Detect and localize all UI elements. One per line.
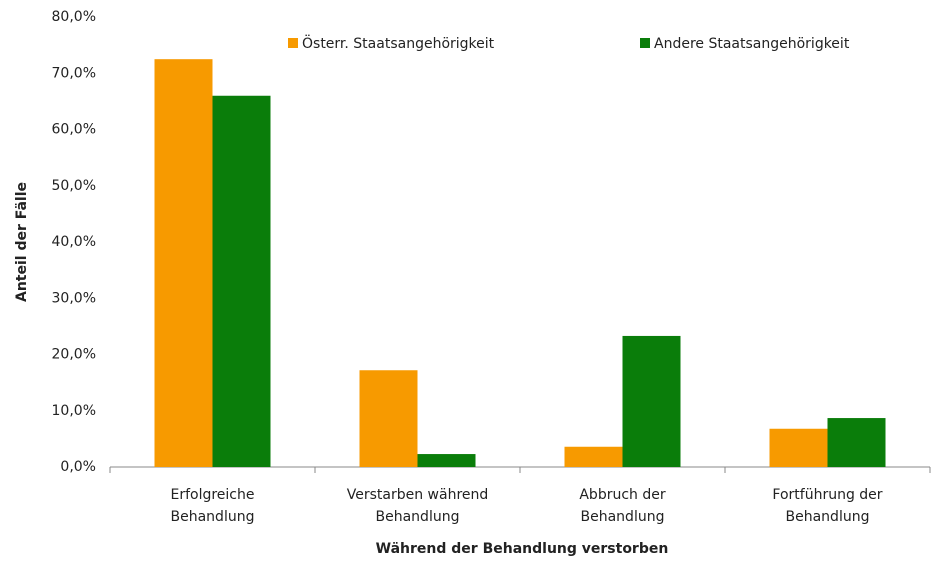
- bar: [212, 95, 271, 467]
- x-axis-label: Während der Behandlung verstorben: [376, 541, 669, 557]
- y-tick-label: 40,0%: [52, 234, 96, 250]
- legend-swatch: [640, 38, 650, 48]
- bar: [154, 59, 213, 467]
- legend-swatch: [288, 38, 298, 48]
- y-tick-label: 80,0%: [52, 9, 96, 25]
- y-tick-label: 0,0%: [60, 459, 96, 475]
- y-tick-label: 10,0%: [52, 403, 96, 419]
- y-axis-label: Anteil der Fälle: [14, 182, 30, 302]
- legend-label: Österr. Staatsangehörigkeit: [302, 34, 495, 52]
- x-tick-label: Abbruch der Behandlung: [579, 487, 666, 525]
- legend-label: Andere Staatsangehörigkeit: [654, 36, 850, 52]
- bar: [769, 428, 828, 467]
- y-tick-label: 60,0%: [52, 122, 96, 138]
- y-tick-label: 50,0%: [52, 178, 96, 194]
- y-tick-label: 20,0%: [52, 347, 96, 363]
- bar: [827, 418, 886, 467]
- x-tick-label: Fortführung der Behandlung: [772, 487, 882, 525]
- bar: [359, 370, 418, 467]
- bar: [417, 454, 476, 467]
- x-tick-label: Verstarben während Behandlung: [347, 487, 489, 525]
- y-tick-label: 70,0%: [52, 65, 96, 81]
- bar: [622, 335, 681, 467]
- y-tick-label: 30,0%: [52, 290, 96, 306]
- bar: [564, 446, 623, 467]
- x-tick-label: Erfolgreiche Behandlung: [170, 487, 254, 525]
